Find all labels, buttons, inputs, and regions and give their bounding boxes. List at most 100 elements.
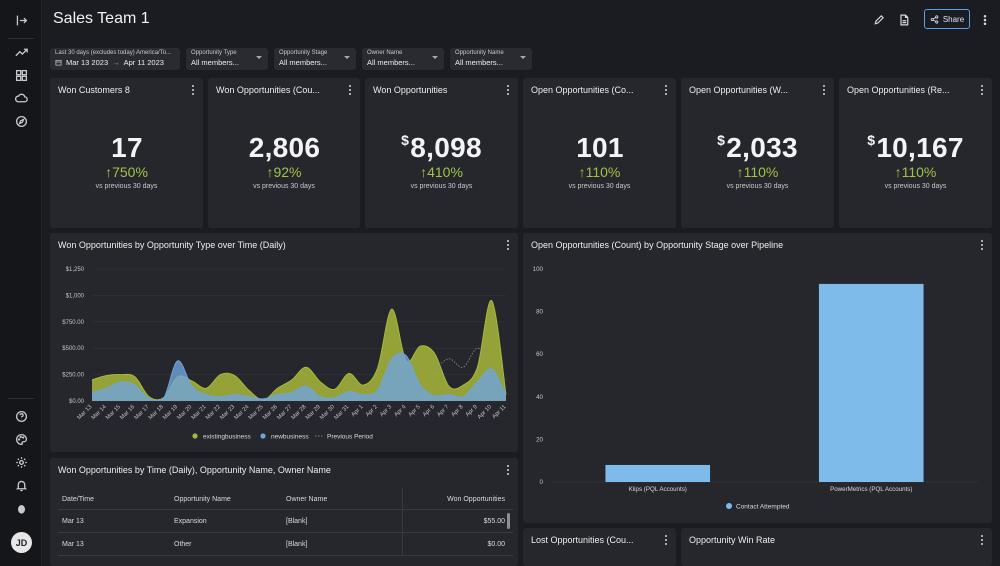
date-from[interactable]: Mar 13 2023 [66,58,109,67]
kpi-comparison: vs previous 30 days [253,183,315,190]
calendar-icon [55,59,62,66]
new-business-area-line [91,352,507,401]
column-header[interactable]: Date/Time [62,496,95,503]
x-tick-label: Mar 29 [305,404,322,421]
x-tick-label: Apr 4 [393,404,408,419]
help-icon[interactable] [11,406,31,426]
kpi-title: Won Customers 8 [58,85,130,95]
chevron-down-icon [256,56,262,59]
panel-menu-icon[interactable] [978,85,986,95]
x-tick-label: Apr 7 [436,404,450,418]
x-tick-label: Mar 25 [248,404,265,421]
area-chart: $0.00 $250.00 $500.00 $750.00 $1,000 $1,250 Ma… [62,267,507,441]
legend-swatch [726,503,732,509]
dashboard-icon[interactable] [11,65,31,85]
kpi-value: $10,167 [867,132,964,163]
kpi-title: Open Opportunities (Re... [847,85,950,95]
compass-icon[interactable] [11,111,31,131]
bell-icon[interactable] [11,475,31,495]
column-divider [402,488,403,509]
table-cell: [Blank] [286,518,308,525]
owner-name-filter[interactable]: Owner Name All members... [362,48,444,70]
gear-icon[interactable] [11,452,31,472]
y-tick-label: $250.00 [62,373,84,379]
opportunity-stage-filter[interactable]: Opportunity Stage All members... [274,48,356,70]
edit-icon[interactable] [870,11,888,29]
data-table: Date/Time Opportunity Name Owner Name Wo… [58,488,513,556]
panel-menu-icon[interactable] [189,85,197,95]
x-tick-label: Mar 26 [262,404,279,421]
filter-label: Opportunity Stage [279,50,328,56]
opportunity-name-filter[interactable]: Opportunity Name All members... [450,48,532,70]
x-tick-label: Mar 15 [105,404,122,421]
x-tick-label: PowerMetrics (PQL Accounts) [830,486,912,493]
y-tick-label: 100 [533,266,544,273]
filter-label: Opportunity Type [191,50,237,56]
cloud-icon[interactable] [11,88,31,108]
kpi-card: Open Opportunities (Co... 101 ↑110% vs p… [523,78,676,228]
kpi-card: Won Opportunities (Cou... 2,806 ↑92% vs … [208,78,360,228]
expand-sidebar-icon[interactable] [11,10,31,30]
filter-value: All members... [455,58,503,67]
x-tick-label: Mar 27 [276,404,293,421]
x-tick-label: Mar 17 [134,404,151,421]
date-to[interactable]: Apr 11 2023 [123,58,164,67]
panel-menu-icon[interactable] [820,85,828,95]
kpi-title: Open Opportunities (Co... [531,85,634,95]
x-tick-label: Apr 3 [379,404,393,418]
panel-menu-icon[interactable] [978,535,986,545]
table-title: Won Opportunities by Time (Daily), Oppor… [58,465,331,475]
more-menu-icon[interactable] [976,11,994,29]
notification-dot-icon[interactable] [11,498,31,518]
kpi-comparison: vs previous 30 days [884,183,947,190]
export-pdf-icon[interactable] [895,11,913,29]
x-tick-label: Apr 1 [351,404,365,418]
y-tick-label: 80 [536,309,543,316]
panel-title: Opportunity Win Rate [689,535,776,545]
panel-menu-icon[interactable] [504,465,512,475]
date-range-filter[interactable]: Last 30 days (excludes today) America/To… [50,48,180,70]
bar [605,464,711,482]
panel-menu-icon[interactable] [662,535,670,545]
legend-item: Previous Period [315,434,373,441]
column-header[interactable]: Opportunity Name [174,496,231,503]
panel-menu-icon[interactable] [504,240,512,250]
filter-value: All members... [367,58,415,67]
kpi-value: 2,806 [248,132,321,163]
legend-label: Contact Attempted [736,504,790,511]
panel-menu-icon[interactable] [504,85,512,95]
chevron-down-icon [520,56,526,59]
share-icon [930,14,939,24]
panel-menu-icon[interactable] [662,85,670,95]
opportunity-type-filter[interactable]: Opportunity Type All members... [186,48,268,70]
x-tick-label: Mar 13 [76,404,93,421]
panel-menu-icon[interactable] [346,85,354,95]
table-cell: Mar 13 [62,518,84,525]
trend-icon[interactable] [11,42,31,62]
x-tick-label: Mar 31 [333,404,350,421]
column-header[interactable]: Owner Name [286,496,328,503]
table-cell: $55.00 [483,518,505,525]
column-header[interactable]: Won Opportunities [447,496,505,503]
kpi-value: $8,098 [401,132,482,163]
kpi-delta: ↑410% [420,164,463,180]
bar-chart-panel: Open Opportunities (Count) by Opportunit… [523,233,992,523]
kpi-delta: ↑110% [578,164,621,180]
x-tick-label: Apr 5 [408,404,422,418]
kpi-delta: ↑750% [105,164,148,180]
y-tick-label: 60 [536,351,543,358]
kpi-value: 101 [576,132,624,163]
table-row[interactable]: Mar 13 Other [Blank] $0.00 [58,533,513,556]
kpi-title: Won Opportunities [373,85,448,95]
avatar[interactable]: JD [11,532,32,553]
chevron-down-icon [432,56,438,59]
palette-icon[interactable] [11,429,31,449]
lost-opportunities-panel: Lost Opportunities (Cou... [523,528,676,566]
table-scrollbar[interactable] [507,513,510,529]
share-button[interactable]: Share [924,9,970,29]
table-cell: Expansion [174,518,207,525]
arrow-right-icon: → [112,58,120,67]
panel-menu-icon[interactable] [978,240,986,250]
table-row[interactable]: Mar 13 Expansion [Blank] $55.00 [58,510,513,533]
